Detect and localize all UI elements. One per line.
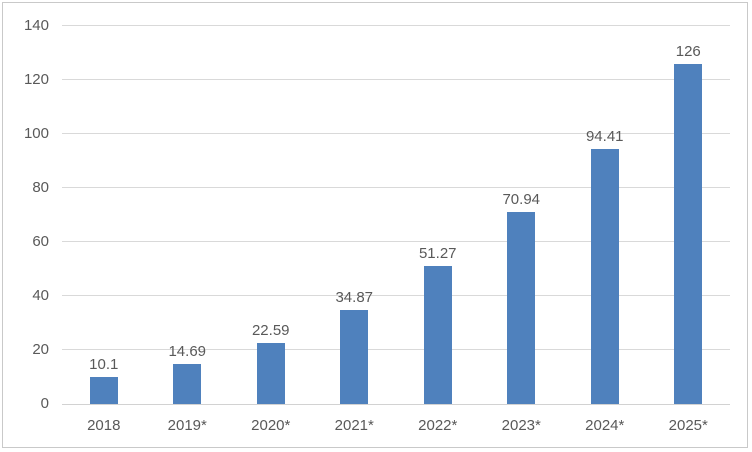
chart-frame: 0 20 40 60 80 100 120 140 10.1 14.69 22.59 34.87 51… [2, 2, 748, 448]
gridline [62, 133, 730, 134]
bar-2020* [256, 343, 285, 404]
bar-data-label: 51.27 [418, 244, 457, 262]
bar-data-label: 34.87 [335, 288, 374, 306]
y-axis-tick-label: 100 [23, 125, 49, 142]
gridline [62, 79, 730, 80]
bar-data-label: 70.94 [502, 191, 541, 209]
bar-2018 [89, 376, 118, 404]
gridline [62, 25, 730, 26]
bar-data-label: 126 [675, 42, 701, 60]
x-axis-category-label: 2018 [87, 417, 121, 434]
x-axis-category-label: 2023* [501, 417, 541, 434]
bar-data-label: 94.41 [585, 128, 624, 146]
x-axis-category-label: 2020* [251, 417, 291, 434]
bar-2019* [173, 364, 202, 404]
bar-data-label: 14.69 [168, 343, 207, 361]
bar-data-label: 22.59 [251, 322, 290, 339]
y-axis-tick-label: 80 [32, 179, 49, 196]
gridline [62, 187, 730, 188]
bar-2025* [674, 63, 703, 404]
y-axis-tick-label: 20 [32, 341, 49, 358]
x-axis-category-label: 2024* [585, 417, 625, 434]
y-axis-tick-label: 120 [23, 71, 49, 88]
x-axis-category-label: 2025* [668, 417, 708, 434]
bar-2023* [507, 212, 536, 404]
bar-2021* [340, 309, 369, 404]
y-axis-tick-label: 40 [32, 287, 49, 304]
x-axis-category-label: 2019* [167, 417, 207, 434]
gridline [62, 241, 730, 242]
plot-area: 10.1 14.69 22.59 34.87 51.27 70.94 94.41 126 [62, 25, 730, 405]
gridline [62, 349, 730, 350]
bar-2022* [423, 265, 452, 404]
bar-data-label: 10.1 [89, 355, 119, 373]
x-axis-category-label: 2022* [418, 417, 458, 434]
gridline [62, 295, 730, 296]
x-axis-line [62, 404, 730, 405]
x-axis-category-label: 2021* [334, 417, 374, 434]
y-axis-tick-label: 0 [40, 395, 49, 412]
bar-2024* [590, 149, 619, 404]
y-axis-tick-label: 140 [23, 17, 49, 34]
y-axis-tick-label: 60 [32, 233, 49, 250]
